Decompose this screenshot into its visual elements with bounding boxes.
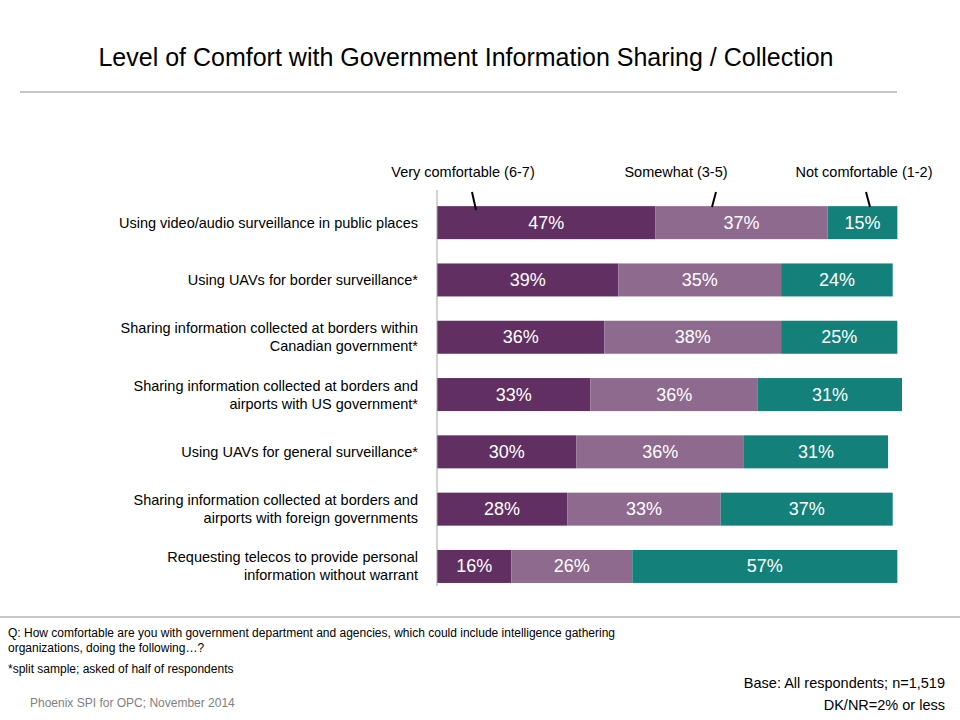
data-label: 31%	[812, 385, 848, 405]
data-label: 38%	[675, 327, 711, 347]
bar-segment	[437, 550, 511, 583]
annotation: *split sample; asked of half of responde…	[8, 662, 233, 676]
bar-segment	[632, 550, 897, 583]
data-label: 39%	[510, 270, 546, 290]
data-label: 36%	[503, 327, 539, 347]
bar-segment	[437, 435, 577, 468]
bar-segment	[437, 321, 604, 354]
bar-segment	[567, 493, 720, 526]
data-label: 37%	[789, 499, 825, 519]
title-rule	[20, 92, 897, 93]
chart: Level of Comfort with Government Informa…	[0, 0, 960, 720]
bar-segment	[511, 550, 632, 583]
bar-segment	[437, 263, 618, 296]
footer-rule	[0, 617, 960, 618]
annotation: Base: All respondents; n=1,519	[744, 675, 945, 691]
data-label: 31%	[798, 442, 834, 462]
legend-label: Somewhat (3-5)	[624, 164, 727, 180]
data-label: 36%	[642, 442, 678, 462]
bar-segment	[758, 378, 902, 411]
legend-leader	[866, 192, 870, 207]
title: Level of Comfort with Government Informa…	[98, 43, 833, 71]
bar-segment	[656, 206, 828, 239]
bar-segment	[828, 206, 898, 239]
data-labels: 47% 37% 15% 39% 35% 24% 36% 38% 25% 33% 36% 31% 30% 3…	[456, 213, 880, 577]
category-label: Sharing information collected at borders…	[121, 320, 419, 354]
data-label: 47%	[528, 213, 564, 233]
bar-segment	[604, 321, 781, 354]
data-label: 25%	[821, 327, 857, 347]
bar-segment	[577, 435, 744, 468]
data-label: 28%	[484, 499, 520, 519]
data-label: 15%	[844, 213, 880, 233]
data-label: 35%	[682, 270, 718, 290]
bar-segment	[618, 263, 781, 296]
data-label: 37%	[724, 213, 760, 233]
bars	[437, 206, 902, 583]
bar-segment	[781, 263, 893, 296]
background	[0, 0, 960, 720]
data-label: 26%	[554, 556, 590, 576]
bar-segment	[781, 321, 897, 354]
data-label: 57%	[747, 556, 783, 576]
data-label: 33%	[496, 385, 532, 405]
bar-segment	[437, 378, 590, 411]
data-label: 30%	[489, 442, 525, 462]
bar-segment	[721, 493, 893, 526]
bar-segment	[590, 378, 757, 411]
category-label: Requesting telecos to provide personalin…	[167, 549, 418, 583]
annotation: DK/NR=2% or less	[824, 697, 945, 713]
category-label: Sharing information collected at borders…	[133, 492, 418, 526]
legend-label: Not comfortable (1-2)	[796, 164, 933, 180]
bar-segment	[437, 206, 656, 239]
annotation: Q: How comfortable are you with governme…	[8, 626, 615, 655]
legend-leader	[712, 192, 716, 207]
annotation: Phoenix SPI for OPC; November 2014	[30, 696, 235, 710]
legend-label: Very comfortable (6-7)	[391, 164, 534, 180]
legend-leader	[472, 192, 476, 210]
data-label: 16%	[456, 556, 492, 576]
category-label: Using UAVs for general surveillance*	[181, 444, 418, 460]
data-label: 33%	[626, 499, 662, 519]
category-label: Sharing information collected at borders…	[133, 378, 418, 412]
bar-segment	[744, 435, 888, 468]
data-label: 24%	[819, 270, 855, 290]
category-label: Using UAVs for border surveillance*	[188, 272, 419, 288]
category-label: Using video/audio surveillance in public…	[119, 215, 418, 231]
axis-line	[437, 190, 438, 586]
bar-segment	[437, 493, 567, 526]
data-label: 36%	[656, 385, 692, 405]
